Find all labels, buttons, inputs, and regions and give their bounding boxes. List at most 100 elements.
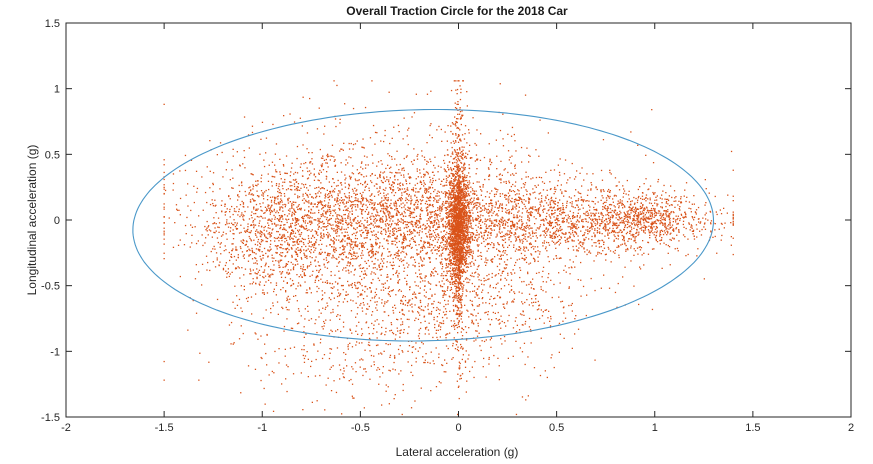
scatter-point xyxy=(396,223,398,225)
scatter-point xyxy=(398,289,401,291)
scatter-point xyxy=(640,197,642,200)
scatter-point xyxy=(457,300,459,302)
scatter-point xyxy=(581,219,583,221)
scatter-point xyxy=(361,210,363,213)
scatter-point xyxy=(675,200,677,202)
scatter-point xyxy=(307,305,309,307)
scatter-point xyxy=(391,234,394,236)
scatter-point xyxy=(464,258,466,260)
scatter-point xyxy=(284,228,286,231)
scatter-point xyxy=(279,237,281,239)
scatter-point xyxy=(396,255,398,257)
scatter-point xyxy=(247,246,249,248)
scatter-point xyxy=(322,155,324,157)
scatter-point xyxy=(566,239,568,241)
scatter-point xyxy=(316,290,318,293)
scatter-point xyxy=(522,208,524,210)
scatter-point xyxy=(469,218,471,220)
scatter-point xyxy=(453,309,455,311)
scatter-point xyxy=(665,226,667,228)
scatter-point xyxy=(351,253,353,256)
scatter-point xyxy=(266,240,268,243)
scatter-point xyxy=(462,193,465,196)
scatter-point xyxy=(326,154,328,157)
scatter-point xyxy=(704,228,707,230)
scatter-point xyxy=(461,262,463,264)
scatter-point xyxy=(527,226,529,228)
scatter-point xyxy=(532,257,535,259)
scatter-point xyxy=(460,347,462,349)
scatter-point xyxy=(456,127,458,129)
scatter-point xyxy=(351,172,353,174)
scatter-point xyxy=(422,196,424,198)
scatter-point xyxy=(453,320,455,322)
scatter-point xyxy=(293,266,295,268)
scatter-point xyxy=(643,222,645,224)
scatter-point xyxy=(263,271,265,273)
scatter-point xyxy=(473,376,475,379)
scatter-point xyxy=(451,243,453,245)
scatter-point xyxy=(425,227,427,229)
scatter-point xyxy=(444,131,446,133)
scatter-point xyxy=(569,226,571,228)
scatter-point xyxy=(282,248,284,250)
scatter-point xyxy=(561,217,563,219)
scatter-point xyxy=(350,378,352,381)
scatter-point xyxy=(472,217,474,219)
scatter-point xyxy=(345,159,347,161)
scatter-point xyxy=(365,175,368,177)
scatter-point xyxy=(456,183,459,185)
scatter-point xyxy=(456,155,458,157)
scatter-point xyxy=(271,175,273,178)
scatter-point xyxy=(428,186,430,188)
scatter-point xyxy=(387,236,389,238)
scatter-point xyxy=(600,287,602,289)
scatter-point xyxy=(488,356,490,359)
scatter-point xyxy=(410,177,412,179)
scatter-point xyxy=(376,319,378,321)
scatter-point xyxy=(305,183,307,186)
scatter-point xyxy=(501,235,504,238)
scatter-point xyxy=(457,292,460,294)
scatter-point xyxy=(243,289,245,291)
scatter-point xyxy=(546,241,548,244)
scatter-point xyxy=(462,254,464,256)
scatter-point xyxy=(445,241,447,243)
scatter-point xyxy=(446,192,448,195)
scatter-point xyxy=(303,269,305,271)
scatter-point xyxy=(457,153,459,155)
scatter-point xyxy=(732,237,734,239)
scatter-point xyxy=(451,277,453,279)
scatter-point xyxy=(320,215,322,218)
scatter-point xyxy=(502,145,505,147)
scatter-point xyxy=(568,304,570,307)
scatter-point xyxy=(440,191,443,193)
scatter-point xyxy=(427,173,429,175)
scatter-point xyxy=(343,228,345,230)
scatter-point xyxy=(419,251,422,253)
scatter-point xyxy=(379,262,382,265)
scatter-point xyxy=(472,220,474,222)
scatter-point xyxy=(458,319,460,322)
scatter-point xyxy=(556,219,559,221)
scatter-point xyxy=(373,230,375,232)
scatter-point xyxy=(603,206,605,208)
scatter-point xyxy=(417,201,419,203)
scatter-point xyxy=(424,174,426,177)
scatter-point xyxy=(380,289,382,291)
scatter-point xyxy=(443,230,446,232)
scatter-point xyxy=(453,80,455,82)
scatter-point xyxy=(348,284,350,286)
scatter-point xyxy=(376,268,378,270)
scatter-point xyxy=(292,267,295,269)
scatter-point xyxy=(434,238,436,240)
scatter-point xyxy=(392,261,394,263)
scatter-point xyxy=(496,248,498,250)
scatter-point xyxy=(400,221,402,223)
scatter-point xyxy=(460,234,462,237)
scatter-point xyxy=(422,180,425,182)
scatter-point xyxy=(650,202,653,205)
scatter-point xyxy=(419,208,422,211)
scatter-point xyxy=(667,252,669,254)
scatter-point xyxy=(374,208,376,210)
